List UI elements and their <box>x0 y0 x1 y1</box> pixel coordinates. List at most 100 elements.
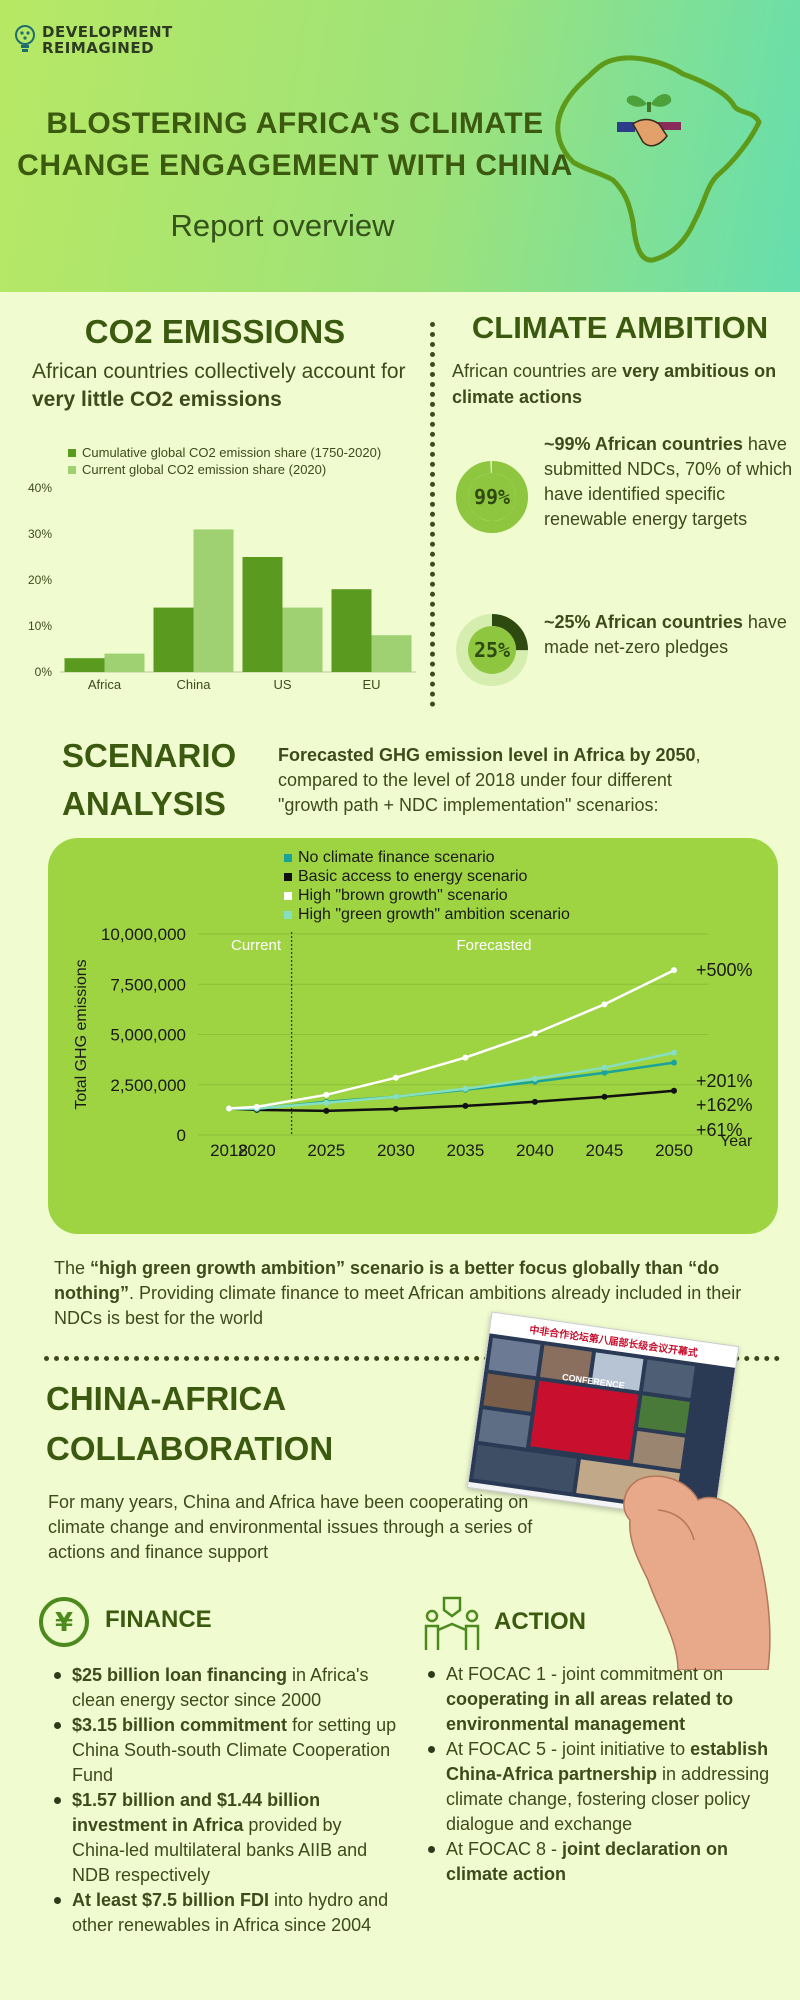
collab-section-title: CHINA-AFRICA COLLABORATION <box>46 1380 334 1467</box>
x-tick-label: 2040 <box>516 1141 554 1160</box>
bar-eu-0 <box>331 589 372 672</box>
x-tick-label: 2030 <box>377 1141 415 1160</box>
y-tick-label: 2,500,000 <box>110 1076 186 1095</box>
y-tick-label: 10,000,000 <box>101 925 186 944</box>
data-point <box>253 1103 260 1110</box>
bar-africa-1 <box>104 653 145 672</box>
finance-title: FINANCE <box>105 1606 212 1633</box>
data-point <box>323 1107 330 1114</box>
data-point <box>462 1054 469 1061</box>
x-tick-label: Africa <box>88 677 122 692</box>
ring-center <box>468 626 516 674</box>
co2-legend: Cumulative global CO2 emission share (17… <box>68 444 381 478</box>
scenario-section-title: SCENARIO ANALYSIS <box>62 737 237 822</box>
data-point <box>601 1001 608 1008</box>
data-point <box>671 1059 677 1066</box>
ring-value: 25% <box>474 638 510 662</box>
x-tick-label: China <box>177 677 212 692</box>
data-point <box>671 1049 677 1056</box>
y-tick-label: 0 <box>177 1126 186 1145</box>
handshake-icon <box>617 118 681 147</box>
data-point <box>323 1091 330 1098</box>
x-tick-label: 2020 <box>238 1141 276 1160</box>
series-line-0 <box>228 1061 675 1111</box>
title-line-1: BLOSTERING AFRICA'S CLIMATE <box>46 107 544 140</box>
legend-item-brown-growth: High "brown growth" scenario <box>284 886 570 905</box>
data-point <box>392 1093 399 1100</box>
y-tick-label: 5,000,000 <box>110 1026 186 1045</box>
collab-intro: For many years, China and Africa have be… <box>48 1492 533 1562</box>
bar-china-0 <box>153 607 194 672</box>
co2-bar-chart: 0% 10% 20% 30% 40% Africa China US EU <box>28 481 416 692</box>
logo-line-2: REIMAGINED <box>42 39 155 57</box>
net-zero-stat-text: ~25% African countries have made net-zer… <box>544 612 787 657</box>
finance-item: $3.15 billion commitment for setting up … <box>48 1713 398 1788</box>
legend-item-no-finance: No climate finance scenario <box>284 848 570 867</box>
data-point <box>531 1098 538 1105</box>
ndc-stat-text: ~99% African countries have submitted ND… <box>544 434 793 529</box>
title-line-2: CHANGE ENGAGEMENT WITH CHINA <box>17 149 573 182</box>
scenario-description: Forecasted GHG emission level in Africa … <box>278 745 701 815</box>
lightbulb-icon <box>15 25 35 52</box>
end-label-0: +162% <box>696 1095 753 1115</box>
y-axis-label: Total GHG emissions <box>73 959 90 1109</box>
x-tick-label: 2018 <box>210 1141 248 1160</box>
x-tick-label: 2045 <box>586 1141 624 1160</box>
bar-eu-1 <box>371 635 412 672</box>
action-item: At FOCAC 8 - joint declaration on climat… <box>422 1837 792 1887</box>
yuan-icon: ¥ <box>39 1597 89 1647</box>
x-tick-label: EU <box>362 677 380 692</box>
data-point <box>671 967 677 974</box>
series-line-2 <box>228 969 675 1110</box>
data-point <box>392 1105 399 1112</box>
y-tick-label: 0% <box>35 665 53 679</box>
data-point <box>601 1064 608 1071</box>
ghg-line-chart: 0 2,500,000 5,000,000 7,500,000 10,000,000 20… <box>73 925 753 1160</box>
data-point <box>531 1075 538 1082</box>
leaves-icon <box>626 94 672 112</box>
x-tick-label: US <box>273 677 291 692</box>
header-banner: DEVELOPMENT REIMAGINED BLOSTERING AFRICA… <box>0 0 800 292</box>
net-zero-progress-ring: 25% <box>456 614 528 686</box>
data-point <box>323 1099 330 1106</box>
data-point <box>671 1087 677 1094</box>
ndc-progress-ring: 99% <box>456 461 528 533</box>
ring-value: 99% <box>474 485 510 509</box>
x-tick-label: 2035 <box>446 1141 484 1160</box>
action-list: At FOCAC 1 - joint commitment on coopera… <box>422 1662 792 1887</box>
region-label-forecasted: Forecasted <box>456 937 531 954</box>
page-title: BLOSTERING AFRICA'S CLIMATE CHANGE ENGAG… <box>0 103 590 187</box>
y-tick-label: 40% <box>28 481 52 495</box>
ring-fill <box>456 614 528 686</box>
ring-center <box>468 473 516 521</box>
end-label-1: +61% <box>696 1120 743 1140</box>
data-point <box>531 1030 538 1037</box>
data-point <box>601 1069 608 1076</box>
data-point <box>392 1074 399 1081</box>
action-item: At FOCAC 5 - joint initiative to establi… <box>422 1737 792 1837</box>
people-handshake-icon <box>424 1596 480 1650</box>
africa-map-icon <box>555 55 762 263</box>
y-tick-label: 10% <box>28 619 52 633</box>
subtitle: Report overview <box>170 208 395 243</box>
svg-text:¥: ¥ <box>55 1608 73 1638</box>
ring-fill <box>456 461 528 533</box>
legend-item-green-growth: High "green growth" ambition scenario <box>284 905 570 924</box>
x-axis-label: Year <box>720 1133 753 1150</box>
legend-item-current: Current global CO2 emission share (2020) <box>68 461 381 478</box>
x-tick-label: 2025 <box>307 1141 345 1160</box>
y-tick-label: 20% <box>28 573 52 587</box>
bar-china-1 <box>193 529 234 672</box>
finance-item: $25 billion loan financing in Africa's c… <box>48 1663 398 1713</box>
x-tick-label: 2050 <box>655 1141 693 1160</box>
section-divider-horizontal <box>44 1356 780 1361</box>
action-title: ACTION <box>494 1608 586 1635</box>
finance-item: At least $7.5 billion FDI into hydro and… <box>48 1888 398 1938</box>
end-label-3: +201% <box>696 1071 753 1091</box>
ambition-section-title: CLIMATE AMBITION <box>471 310 769 345</box>
finance-item: $1.57 billion and $1.44 billion investme… <box>48 1788 398 1888</box>
action-item: At FOCAC 1 - joint commitment on coopera… <box>422 1662 792 1737</box>
ambition-intro: African countries are very ambitious on … <box>452 361 777 407</box>
legend-item-cumulative: Cumulative global CO2 emission share (17… <box>68 444 381 461</box>
data-point <box>601 1093 608 1100</box>
